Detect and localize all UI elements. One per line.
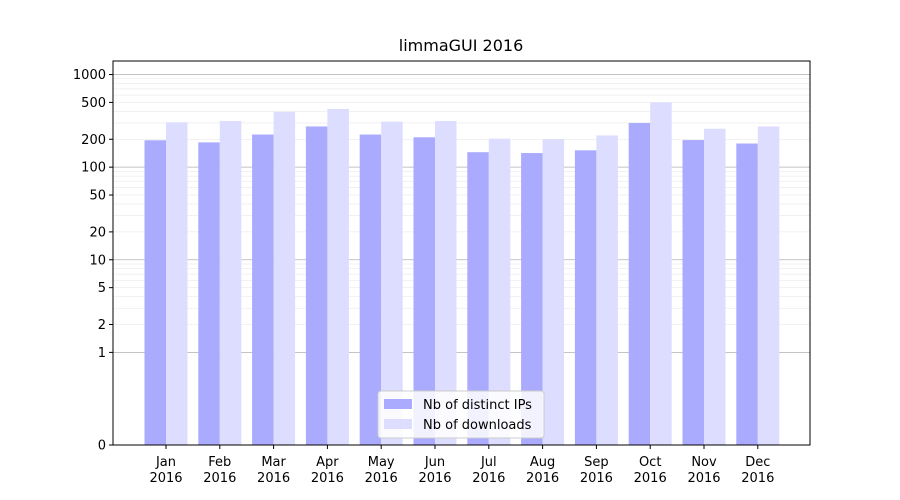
bar-downloads [757,126,780,445]
y-tick-label: 5 [98,281,106,296]
y-tick-label: 0 [98,439,106,454]
x-tick-label-year: 2016 [741,471,774,486]
bar-distinct-ips [574,150,597,445]
bar-distinct-ips [359,134,382,446]
bar-distinct-ips [521,153,543,445]
y-tick-label: 500 [81,96,106,111]
x-tick-label-year: 2016 [687,471,720,486]
bars-layer [144,102,780,446]
x-tick-label-month: Jun [424,455,445,470]
y-tick-label: 100 [81,161,106,176]
bar-downloads [273,111,296,445]
chart-title: limmaGUI 2016 [399,36,524,55]
bar-downloads [650,102,672,446]
legend-label: Nb of distinct IPs [423,398,532,413]
bar-downloads [704,128,726,445]
legend: Nb of distinct IPs Nb of downloads [377,390,545,439]
x-tick-label-month: Nov [691,455,717,470]
x-tick-label-year: 2016 [472,471,505,486]
bar-downloads [381,121,403,446]
bar-distinct-ips [198,142,220,445]
bar-distinct-ips [628,122,651,445]
x-tick-label-year: 2016 [526,471,559,486]
legend-box [377,390,545,439]
x-tick-label-month: Sep [584,455,609,470]
legend-swatch [384,419,412,429]
x-tick-label-month: May [368,455,395,470]
legend-swatch [384,399,412,409]
x-tick-label-month: Mar [261,455,286,470]
bar-downloads [166,122,188,445]
bar-distinct-ips [467,152,489,445]
bar-distinct-ips [305,126,328,445]
x-tick-label-year: 2016 [418,471,451,486]
bar-downloads [488,138,511,445]
legend-label: Nb of downloads [423,418,532,433]
y-tick-label: 20 [89,225,106,240]
x-tick-label-year: 2016 [311,471,344,486]
x-tick-label-month: Dec [745,455,770,470]
bar-distinct-ips [682,140,704,446]
x-tick-label-year: 2016 [580,471,613,486]
x-tick-label-month: Feb [208,455,231,470]
bar-downloads [219,120,242,446]
bar-distinct-ips [252,134,274,446]
x-tick-label-year: 2016 [365,471,398,486]
y-tick-label: 200 [81,133,106,148]
y-tick-label: 1 [98,346,106,361]
bar-distinct-ips [144,140,166,446]
x-tick-label-year: 2016 [257,471,290,486]
y-tick-label: 1000 [73,68,106,83]
x-tick-label-year: 2016 [203,471,236,486]
bar-distinct-ips [736,143,758,446]
x-axis: Jan2016Feb2016Mar2016Apr2016May2016Jun20… [149,445,774,486]
y-axis: 0 1 2 5 10 20 50 100 200 500 1000 [73,68,113,454]
y-tick-label: 10 [89,253,106,268]
x-tick-label-month: Oct [639,455,661,470]
bar-downloads [327,108,349,445]
x-tick-label-month: Jan [155,455,176,470]
bar-distinct-ips [413,137,435,446]
x-tick-label-year: 2016 [634,471,667,486]
y-tick-label: 2 [98,318,106,333]
x-tick-label-year: 2016 [149,471,182,486]
x-tick-label-month: Jul [480,455,497,470]
y-tick-label: 50 [89,189,106,204]
x-tick-label-month: Aug [530,455,555,470]
bar-downloads [435,120,457,446]
x-tick-label-month: Apr [316,455,339,470]
bar-downloads [596,135,618,445]
bar-downloads [542,139,565,445]
plot-frame [112,60,811,446]
